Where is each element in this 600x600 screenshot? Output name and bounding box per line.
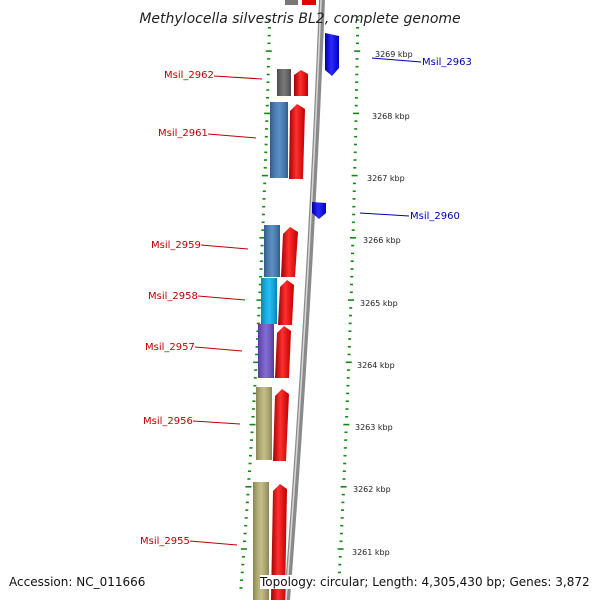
scale-labels: 3269 kbp 3268 kbp 3267 kbp 3266 kbp 3265… (352, 50, 413, 557)
gene-arrow (281, 227, 298, 277)
gene-box-partial-top (285, 0, 298, 5)
leader-line (200, 244, 249, 250)
tick-label-3262: 3262 kbp (353, 485, 391, 494)
gene-msil-2960[interactable]: Msil_2960 (312, 202, 460, 222)
cog-box-shade (277, 69, 291, 96)
leader-line (371, 57, 422, 63)
gene-msil-2957[interactable]: Msil_2957 (145, 324, 291, 378)
gene-arrow (289, 104, 305, 179)
leader-line (359, 212, 410, 217)
tick-label-3269: 3269 kbp (375, 50, 413, 59)
gene-label: Msil_2960 (410, 211, 460, 222)
gene-label: Msil_2961 (158, 128, 208, 139)
gene-label: Msil_2957 (145, 342, 195, 353)
leader-line (194, 346, 243, 352)
gene-arrow-partial-top (302, 0, 316, 5)
cog-box-shade (256, 387, 272, 460)
map-title: Methylocella silvestris BL2, complete ge… (139, 11, 460, 27)
gene-label: Msil_2962 (164, 70, 214, 81)
leader-line (207, 133, 257, 139)
tick-label-3266: 3266 kbp (363, 236, 401, 245)
topology-info: Topology: circular; Length: 4,305,430 bp… (260, 575, 590, 589)
gene-msil-2959[interactable]: Msil_2959 (151, 225, 298, 277)
gene-label: Msil_2963 (422, 57, 472, 68)
gene-label: Msil_2958 (148, 291, 198, 302)
cog-box-shade (264, 225, 280, 277)
gene-arrow (275, 326, 291, 378)
cog-box-shade (253, 482, 269, 600)
tick-label-3267: 3267 kbp (367, 174, 405, 183)
genome-backbone (284, 0, 325, 600)
gene-label: Msil_2955 (140, 536, 190, 547)
gene-arrow (273, 389, 289, 461)
gene-arrow (278, 280, 294, 325)
leader-line (192, 420, 241, 425)
cog-box-shade (258, 324, 274, 378)
gene-msil-2962[interactable]: Msil_2962 (164, 69, 308, 96)
tick-ladder-right (337, 19, 361, 589)
gene-arrow (294, 70, 308, 96)
cog-box-shade (270, 102, 288, 178)
accession-info: Accession: NC_011666 (9, 575, 146, 589)
gene-msil-2963[interactable]: Msil_2963 (325, 33, 472, 76)
leader-line (189, 540, 238, 546)
genome-backbone-highlight (285, 0, 322, 600)
gene-msil-2961[interactable]: Msil_2961 (158, 102, 305, 179)
tick-label-3263: 3263 kbp (355, 423, 393, 432)
gene-msil-2956[interactable]: Msil_2956 (143, 387, 289, 461)
tick-label-3261: 3261 kbp (352, 548, 390, 557)
gene-label: Msil_2959 (151, 240, 201, 251)
gene-label: Msil_2956 (143, 416, 193, 427)
tick-label-3268: 3268 kbp (372, 112, 410, 121)
tick-label-3264: 3264 kbp (357, 361, 395, 370)
gene-arrow (312, 202, 326, 219)
leader-line (213, 75, 263, 80)
gene-msil-2955[interactable]: Msil_2955 (140, 482, 287, 600)
tick-label-3265: 3265 kbp (360, 299, 398, 308)
cog-box-shade (261, 278, 277, 324)
leader-line (197, 295, 246, 301)
gene-msil-2958[interactable]: Msil_2958 (148, 278, 294, 325)
gene-arrow (271, 484, 287, 600)
gene-arrow (325, 33, 339, 76)
